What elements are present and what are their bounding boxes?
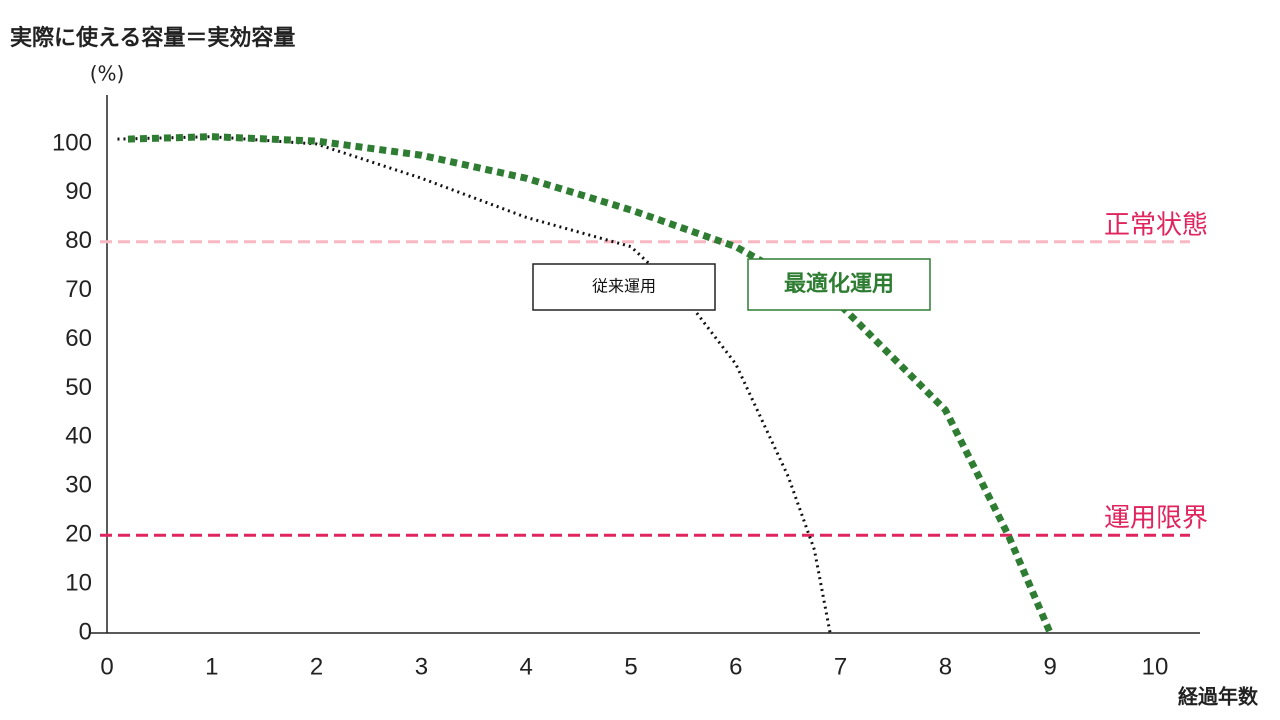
- x-axis-label: 経過年数: [1178, 685, 1259, 709]
- y-tick-label: 60: [65, 325, 92, 352]
- y-tick-label: 0: [79, 618, 92, 645]
- series-line: [127, 133, 1054, 635]
- x-tick-label: 0: [100, 653, 113, 680]
- y-tick-label: 20: [65, 521, 92, 548]
- y-tick-label: 90: [65, 178, 92, 205]
- y-unit: (%): [90, 62, 125, 86]
- x-tick-label: 7: [834, 653, 847, 680]
- x-tick-label: 3: [415, 653, 428, 680]
- reference-label: 運用限界: [1104, 504, 1208, 534]
- y-tick-label: 10: [65, 569, 92, 596]
- y-tick-label: 30: [65, 472, 92, 499]
- y-tick-label: 100: [52, 129, 92, 156]
- x-tick-label: 10: [1142, 653, 1169, 680]
- x-tick-label: 6: [729, 653, 742, 680]
- y-tick-label: 50: [65, 374, 92, 401]
- legend-label: 従来運用: [592, 277, 656, 296]
- x-tick-label: 4: [520, 653, 533, 680]
- series-line: [117, 135, 832, 634]
- y-tick-label: 80: [65, 227, 92, 254]
- legend-box: [747, 258, 931, 311]
- chart-title: 実際に使える容量＝実効容量: [10, 25, 295, 51]
- y-tick-label: 70: [65, 276, 92, 303]
- reference-label: 正常状態: [1104, 210, 1208, 240]
- y-tick-label: 40: [65, 423, 92, 450]
- x-tick-label: 2: [310, 653, 323, 680]
- legend-box: [532, 263, 716, 311]
- x-tick-label: 9: [1044, 653, 1057, 680]
- x-tick-label: 1: [205, 653, 218, 680]
- x-tick-label: 8: [939, 653, 952, 680]
- x-tick-label: 5: [624, 653, 637, 680]
- legend-label: 最適化運用: [784, 271, 894, 297]
